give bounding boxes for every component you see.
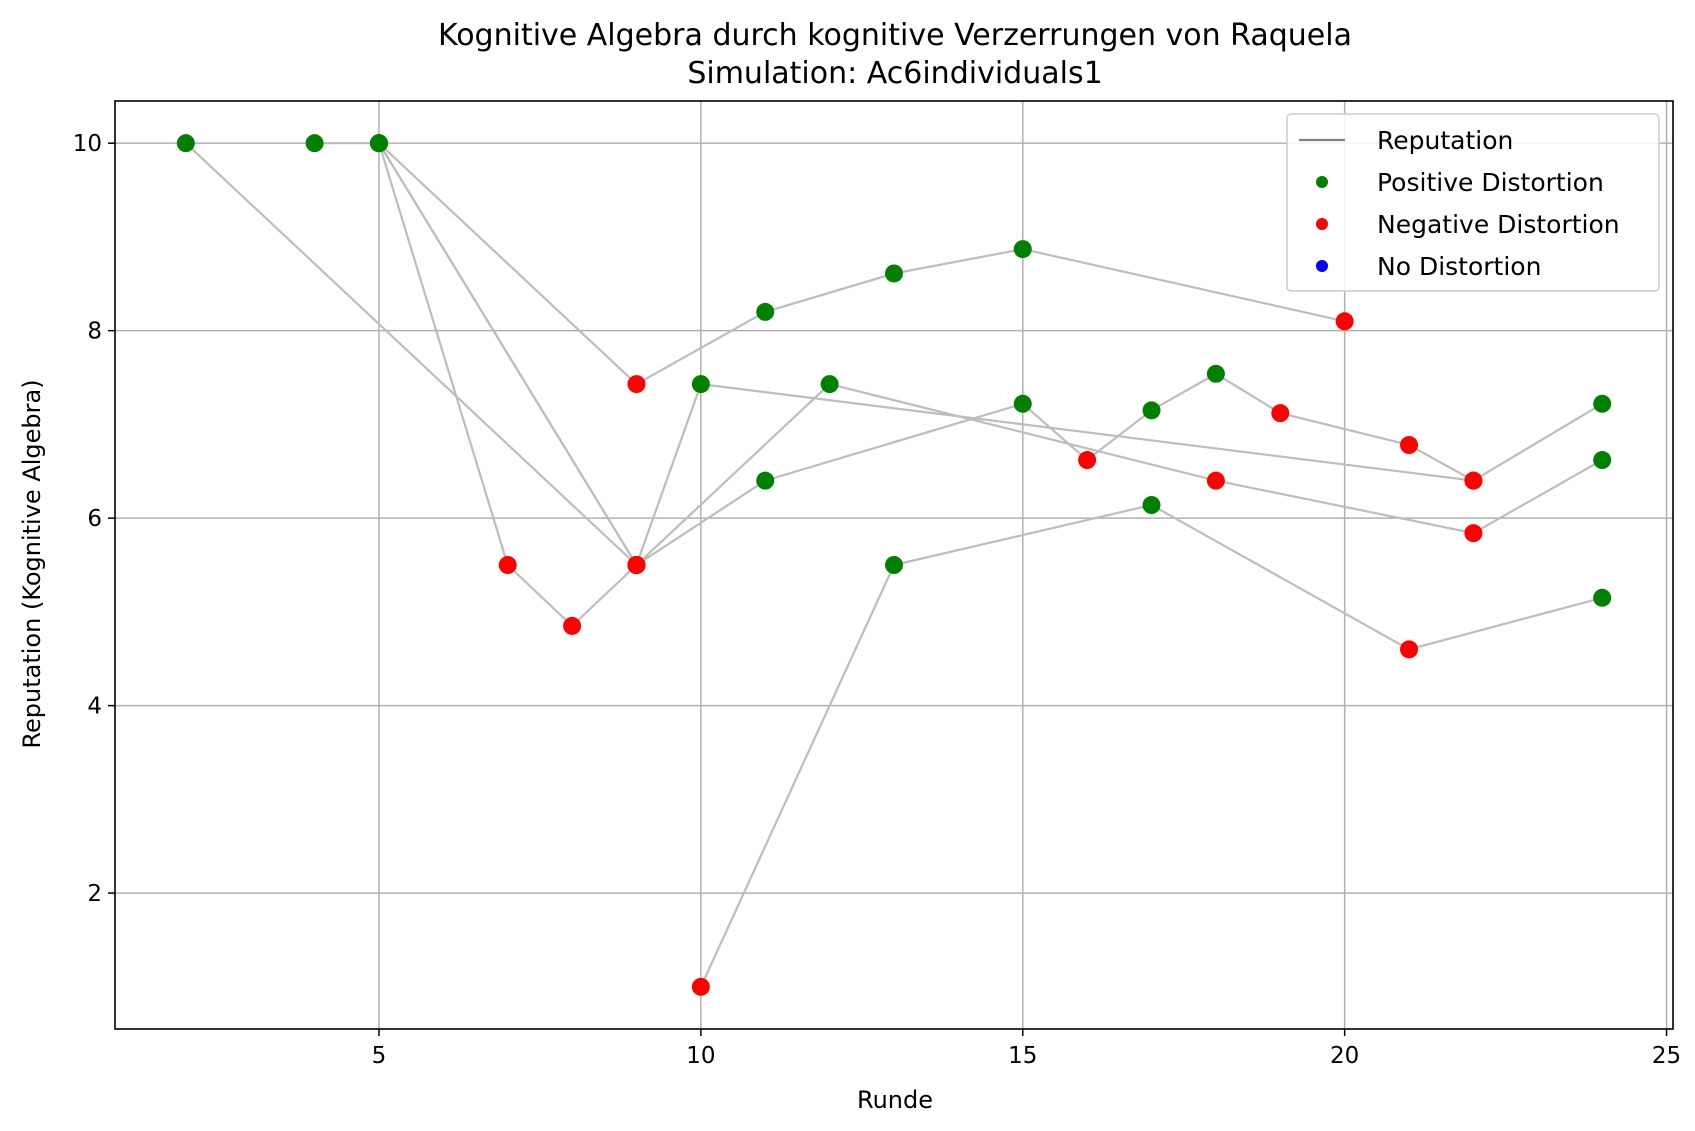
y-tick-label: 2 [87,881,102,907]
reputation-line [378,142,1345,386]
data-point-positive [1206,364,1225,383]
data-point-positive [885,264,903,283]
x-tick-label: 25 [1652,1043,1681,1069]
legend-label: Negative Distortion [1377,210,1620,239]
y-axis: 2 4 6 8 10 [73,131,115,907]
data-point-positive [1593,451,1612,470]
chart-subtitle: Simulation: Ac6individuals1 [687,56,1102,91]
x-tick-label: 15 [1008,1043,1037,1069]
data-point-negative [691,977,710,996]
data-point-negative [627,375,646,394]
x-tick-label: 10 [686,1043,715,1069]
data-point-negative [1464,471,1483,490]
data-point-negative [563,616,582,635]
data-point-positive [1013,240,1032,259]
data-point-positive [1013,394,1032,413]
data-point-positive [885,556,903,574]
legend-box [1286,113,1660,292]
legend-label: No Distortion [1377,252,1541,281]
data-point-negative [627,556,646,574]
data-point-negative [1335,312,1354,331]
data-point-negative [1464,524,1483,543]
y-tick-label: 8 [87,319,102,345]
reputation-line [378,142,1603,567]
legend-label: Reputation [1377,126,1513,155]
legend: Reputation Positive Distortion Negative Di… [1286,113,1660,292]
data-point-negative [1400,640,1419,659]
data-point-positive [1593,588,1612,607]
x-tick-label: 5 [372,1043,387,1069]
data-point-positive [369,134,388,153]
data-point-positive [1593,394,1612,413]
data-point-positive [305,134,324,153]
data-point-positive [756,471,775,490]
data-points [176,134,1612,996]
data-point-negative [1271,404,1290,423]
plot-area [114,100,1674,1030]
y-axis-label: Reputation (Kognitive Algebra) [18,379,46,748]
legend-label: Positive Distortion [1377,168,1604,197]
data-point-negative [1078,451,1097,470]
data-point-positive [1142,496,1161,515]
y-tick-label: 10 [73,131,102,157]
legend-marker [1316,218,1328,230]
reputation-line [699,503,1603,988]
data-point-negative [1206,471,1225,490]
data-point-negative [498,556,517,574]
data-point-positive [820,375,839,394]
x-axis: 5 10 15 20 25 [372,1029,1681,1069]
x-tick-label: 20 [1330,1043,1359,1069]
data-point-positive [756,302,775,321]
reputation-line [377,142,638,628]
legend-marker [1316,260,1328,272]
y-tick-label: 6 [87,506,102,532]
legend-marker [1316,176,1328,188]
y-tick-label: 4 [87,694,102,720]
chart-title: Kognitive Algebra durch kognitive Verzer… [438,18,1352,53]
data-point-positive [1142,401,1161,420]
x-axis-label: Runde [857,1086,933,1114]
data-point-positive [691,375,710,394]
data-point-negative [1400,436,1419,455]
data-point-positive [176,134,195,153]
